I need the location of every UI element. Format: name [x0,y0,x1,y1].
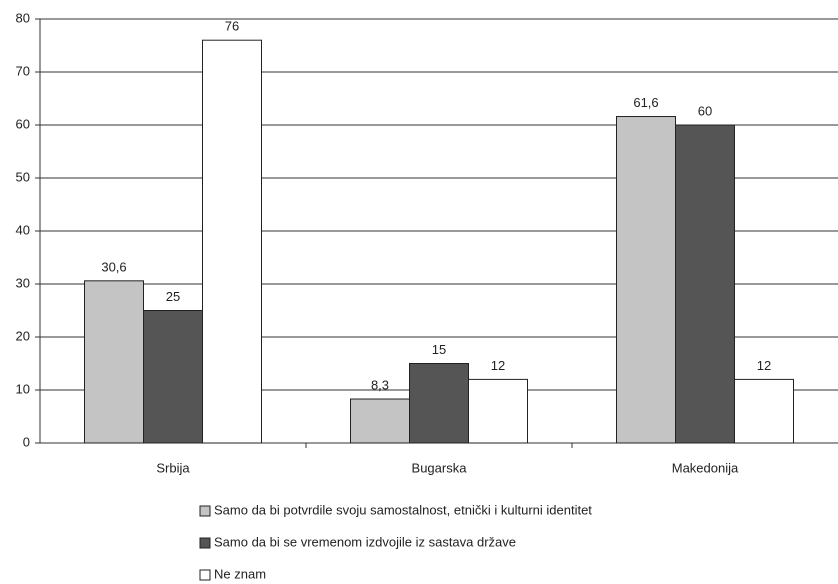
bar [202,39,262,444]
data-label: 61,6 [633,95,658,110]
bar [616,116,676,444]
data-label: 8,3 [371,377,389,392]
data-label: 15 [432,342,446,357]
bar [84,280,144,444]
bar [143,310,203,444]
data-label: 25 [166,289,180,304]
bar [350,398,410,444]
x-tick-label: Makedonija [672,460,739,475]
legend-swatch [199,537,211,549]
bar [675,124,735,444]
x-tick-label: Bugarska [412,460,468,475]
legend-label: Ne znam [214,566,266,581]
data-label: 30,6 [101,259,126,274]
bar [734,378,794,444]
data-label: 60 [698,103,712,118]
y-tick-label: 70 [16,63,30,78]
y-tick-label: 0 [23,434,30,449]
x-tick-label: Srbija [156,460,190,475]
y-tick-label: 60 [16,116,30,131]
legend-label: Samo da bi potvrdile svoju samostalnost,… [214,502,592,517]
y-tick-label: 30 [16,275,30,290]
legend-swatch [199,569,211,581]
legend-label: Samo da bi se vremenom izdvojile iz sast… [214,534,516,549]
y-tick-label: 80 [16,10,30,25]
y-tick-label: 50 [16,169,30,184]
legend-swatch [199,505,211,517]
data-label: 76 [225,19,239,34]
y-tick-label: 20 [16,328,30,343]
y-tick-label: 40 [16,222,30,237]
bar [468,378,528,444]
bar [409,363,469,444]
y-tick-label: 10 [16,381,30,396]
data-label: 12 [757,358,771,373]
data-label: 12 [491,358,505,373]
